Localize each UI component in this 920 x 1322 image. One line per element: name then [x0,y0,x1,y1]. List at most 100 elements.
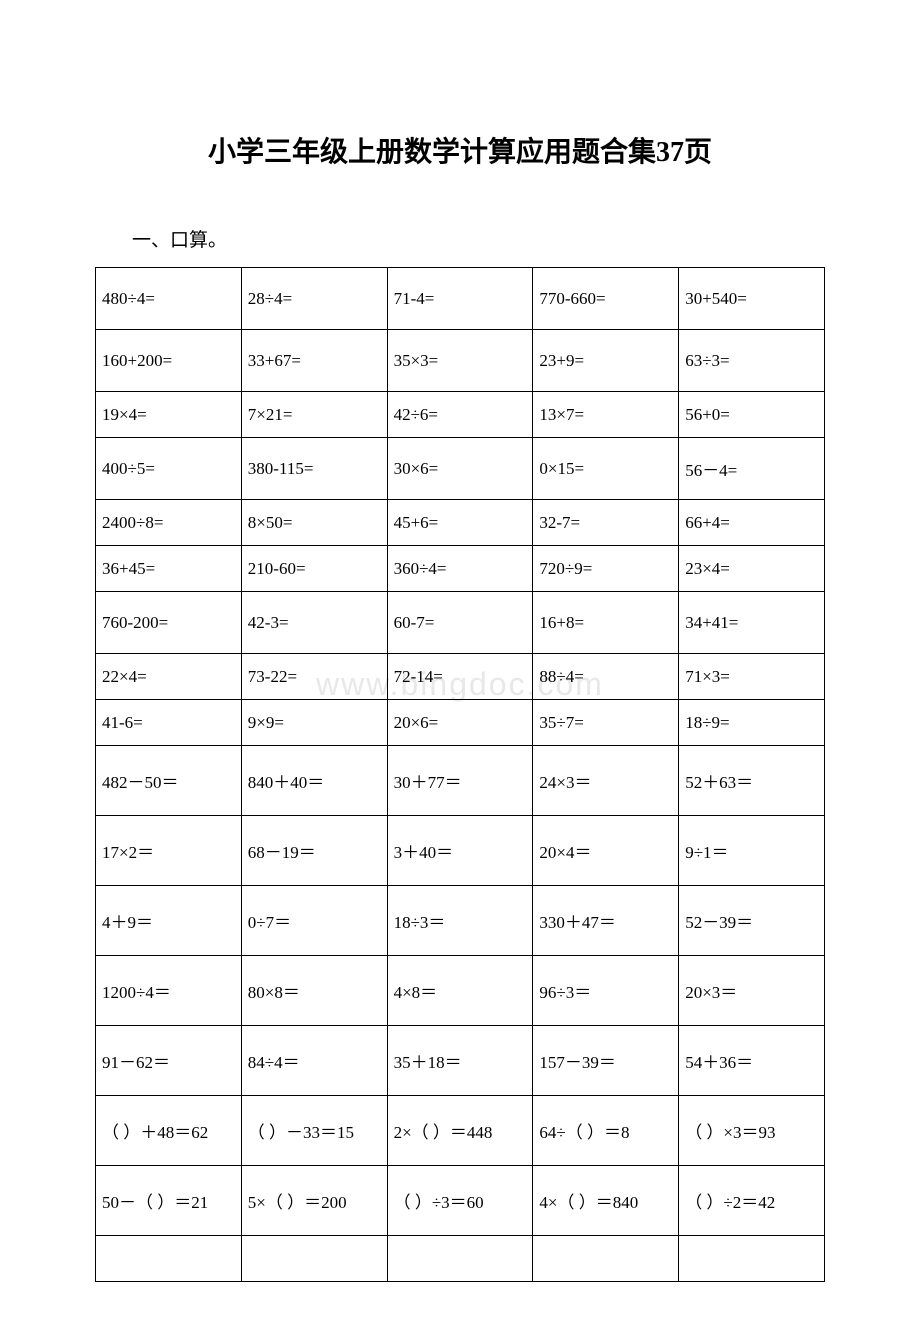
table-cell: 35×3= [387,330,533,392]
table-cell: 80×8＝ [241,956,387,1026]
table-cell: 18÷9= [679,700,825,746]
table-cell: 0÷7＝ [241,886,387,956]
table-row: 400÷5=380-115=30×6=0×15=56－4= [96,438,825,500]
table-cell: 20×3＝ [679,956,825,1026]
table-cell: 760-200= [96,592,242,654]
table-cell: 42÷6= [387,392,533,438]
table-cell: 160+200= [96,330,242,392]
table-cell: 1200÷4＝ [96,956,242,1026]
table-cell: 8×50= [241,500,387,546]
table-cell: 30+540= [679,268,825,330]
table-cell: 16+8= [533,592,679,654]
table-cell [387,1236,533,1282]
table-cell: 71-4= [387,268,533,330]
table-cell: 60-7= [387,592,533,654]
table-cell: 18÷3＝ [387,886,533,956]
table-row: 91－62＝84÷4＝35＋18＝157－39＝54＋36＝ [96,1026,825,1096]
table-cell: 54＋36＝ [679,1026,825,1096]
table-row: 22×4=73-22=72-14=88÷4=71×3= [96,654,825,700]
table-cell: 72-14= [387,654,533,700]
table-cell [241,1236,387,1282]
table-cell: 35＋18＝ [387,1026,533,1096]
table-cell: 68－19＝ [241,816,387,886]
table-cell: （ ）－33＝15 [241,1096,387,1166]
table-row [96,1236,825,1282]
table-row: 2400÷8=8×50=45+6=32-7=66+4= [96,500,825,546]
table-cell: 91－62＝ [96,1026,242,1096]
table-cell: 4×（ ）＝840 [533,1166,679,1236]
table-cell: 56－4= [679,438,825,500]
table-cell: 52－39＝ [679,886,825,956]
table-cell: 13×7= [533,392,679,438]
table-row: 50－（ ）＝215×（ ）＝200（ ）÷3＝604×（ ）＝840（ ）÷2… [96,1166,825,1236]
table-cell: 5×（ ）＝200 [241,1166,387,1236]
table-cell: 96÷3＝ [533,956,679,1026]
table-cell: 30×6= [387,438,533,500]
table-row: 160+200=33+67=35×3=23+9=63÷3= [96,330,825,392]
table-cell: 30＋77＝ [387,746,533,816]
table-cell: 4×8＝ [387,956,533,1026]
table-cell: 24×3＝ [533,746,679,816]
table-cell: 480÷4= [96,268,242,330]
table-cell: 7×21= [241,392,387,438]
table-cell: 482－50＝ [96,746,242,816]
table-cell: 4＋9＝ [96,886,242,956]
table-cell: 330＋47＝ [533,886,679,956]
table-cell: 28÷4= [241,268,387,330]
table-cell: （ ）＋48＝62 [96,1096,242,1166]
table-cell: 36+45= [96,546,242,592]
table-cell: 400÷5= [96,438,242,500]
table-cell: 50－（ ）＝21 [96,1166,242,1236]
table-cell: 23+9= [533,330,679,392]
table-row: 760-200=42-3=60-7=16+8=34+41= [96,592,825,654]
table-row: 1200÷4＝80×8＝4×8＝96÷3＝20×3＝ [96,956,825,1026]
table-cell: 23×4= [679,546,825,592]
table-cell: 35÷7= [533,700,679,746]
table-cell: 20×4＝ [533,816,679,886]
table-cell: （ ）÷2＝42 [679,1166,825,1236]
table-cell: 45+6= [387,500,533,546]
table-row: 17×2＝68－19＝3＋40＝20×4＝9÷1＝ [96,816,825,886]
table-row: 41-6=9×9=20×6=35÷7=18÷9= [96,700,825,746]
table-cell: 84÷4＝ [241,1026,387,1096]
table-cell [96,1236,242,1282]
table-cell: 41-6= [96,700,242,746]
table-cell: 56+0= [679,392,825,438]
table-cell: 20×6= [387,700,533,746]
table-cell: 0×15= [533,438,679,500]
table-cell: 63÷3= [679,330,825,392]
table-cell: 64÷（ ）＝8 [533,1096,679,1166]
table-cell: 66+4= [679,500,825,546]
table-cell: 210-60= [241,546,387,592]
table-cell: （ ）×3＝93 [679,1096,825,1166]
table-cell [533,1236,679,1282]
table-cell: 71×3= [679,654,825,700]
table-row: 482－50＝840＋40＝30＋77＝24×3＝52＋63＝ [96,746,825,816]
table-row: （ ）＋48＝62（ ）－33＝152×（ ）＝44864÷（ ）＝8（ ）×3… [96,1096,825,1166]
table-cell: 19×4= [96,392,242,438]
table-cell: 88÷4= [533,654,679,700]
table-cell: 2×（ ）＝448 [387,1096,533,1166]
table-cell: 840＋40＝ [241,746,387,816]
table-cell: 42-3= [241,592,387,654]
table-cell: 2400÷8= [96,500,242,546]
table-cell: 360÷4= [387,546,533,592]
section-one-label: 一、口算。 [95,225,825,252]
table-cell: （ ）÷3＝60 [387,1166,533,1236]
table-cell: 157－39＝ [533,1026,679,1096]
table-row: 480÷4=28÷4=71-4=770-660=30+540= [96,268,825,330]
table-cell: 34+41= [679,592,825,654]
table-row: 4＋9＝0÷7＝18÷3＝330＋47＝52－39＝ [96,886,825,956]
table-cell: 720÷9= [533,546,679,592]
table-cell: 33+67= [241,330,387,392]
table-row: 19×4=7×21=42÷6=13×7=56+0= [96,392,825,438]
table-cell: 9÷1＝ [679,816,825,886]
page-title: 小学三年级上册数学计算应用题合集37页 [95,130,825,170]
table-cell: 380-115= [241,438,387,500]
table-cell: 22×4= [96,654,242,700]
table-cell: 17×2＝ [96,816,242,886]
table-cell: 52＋63＝ [679,746,825,816]
table-cell: 770-660= [533,268,679,330]
table-cell [679,1236,825,1282]
table-cell: 9×9= [241,700,387,746]
